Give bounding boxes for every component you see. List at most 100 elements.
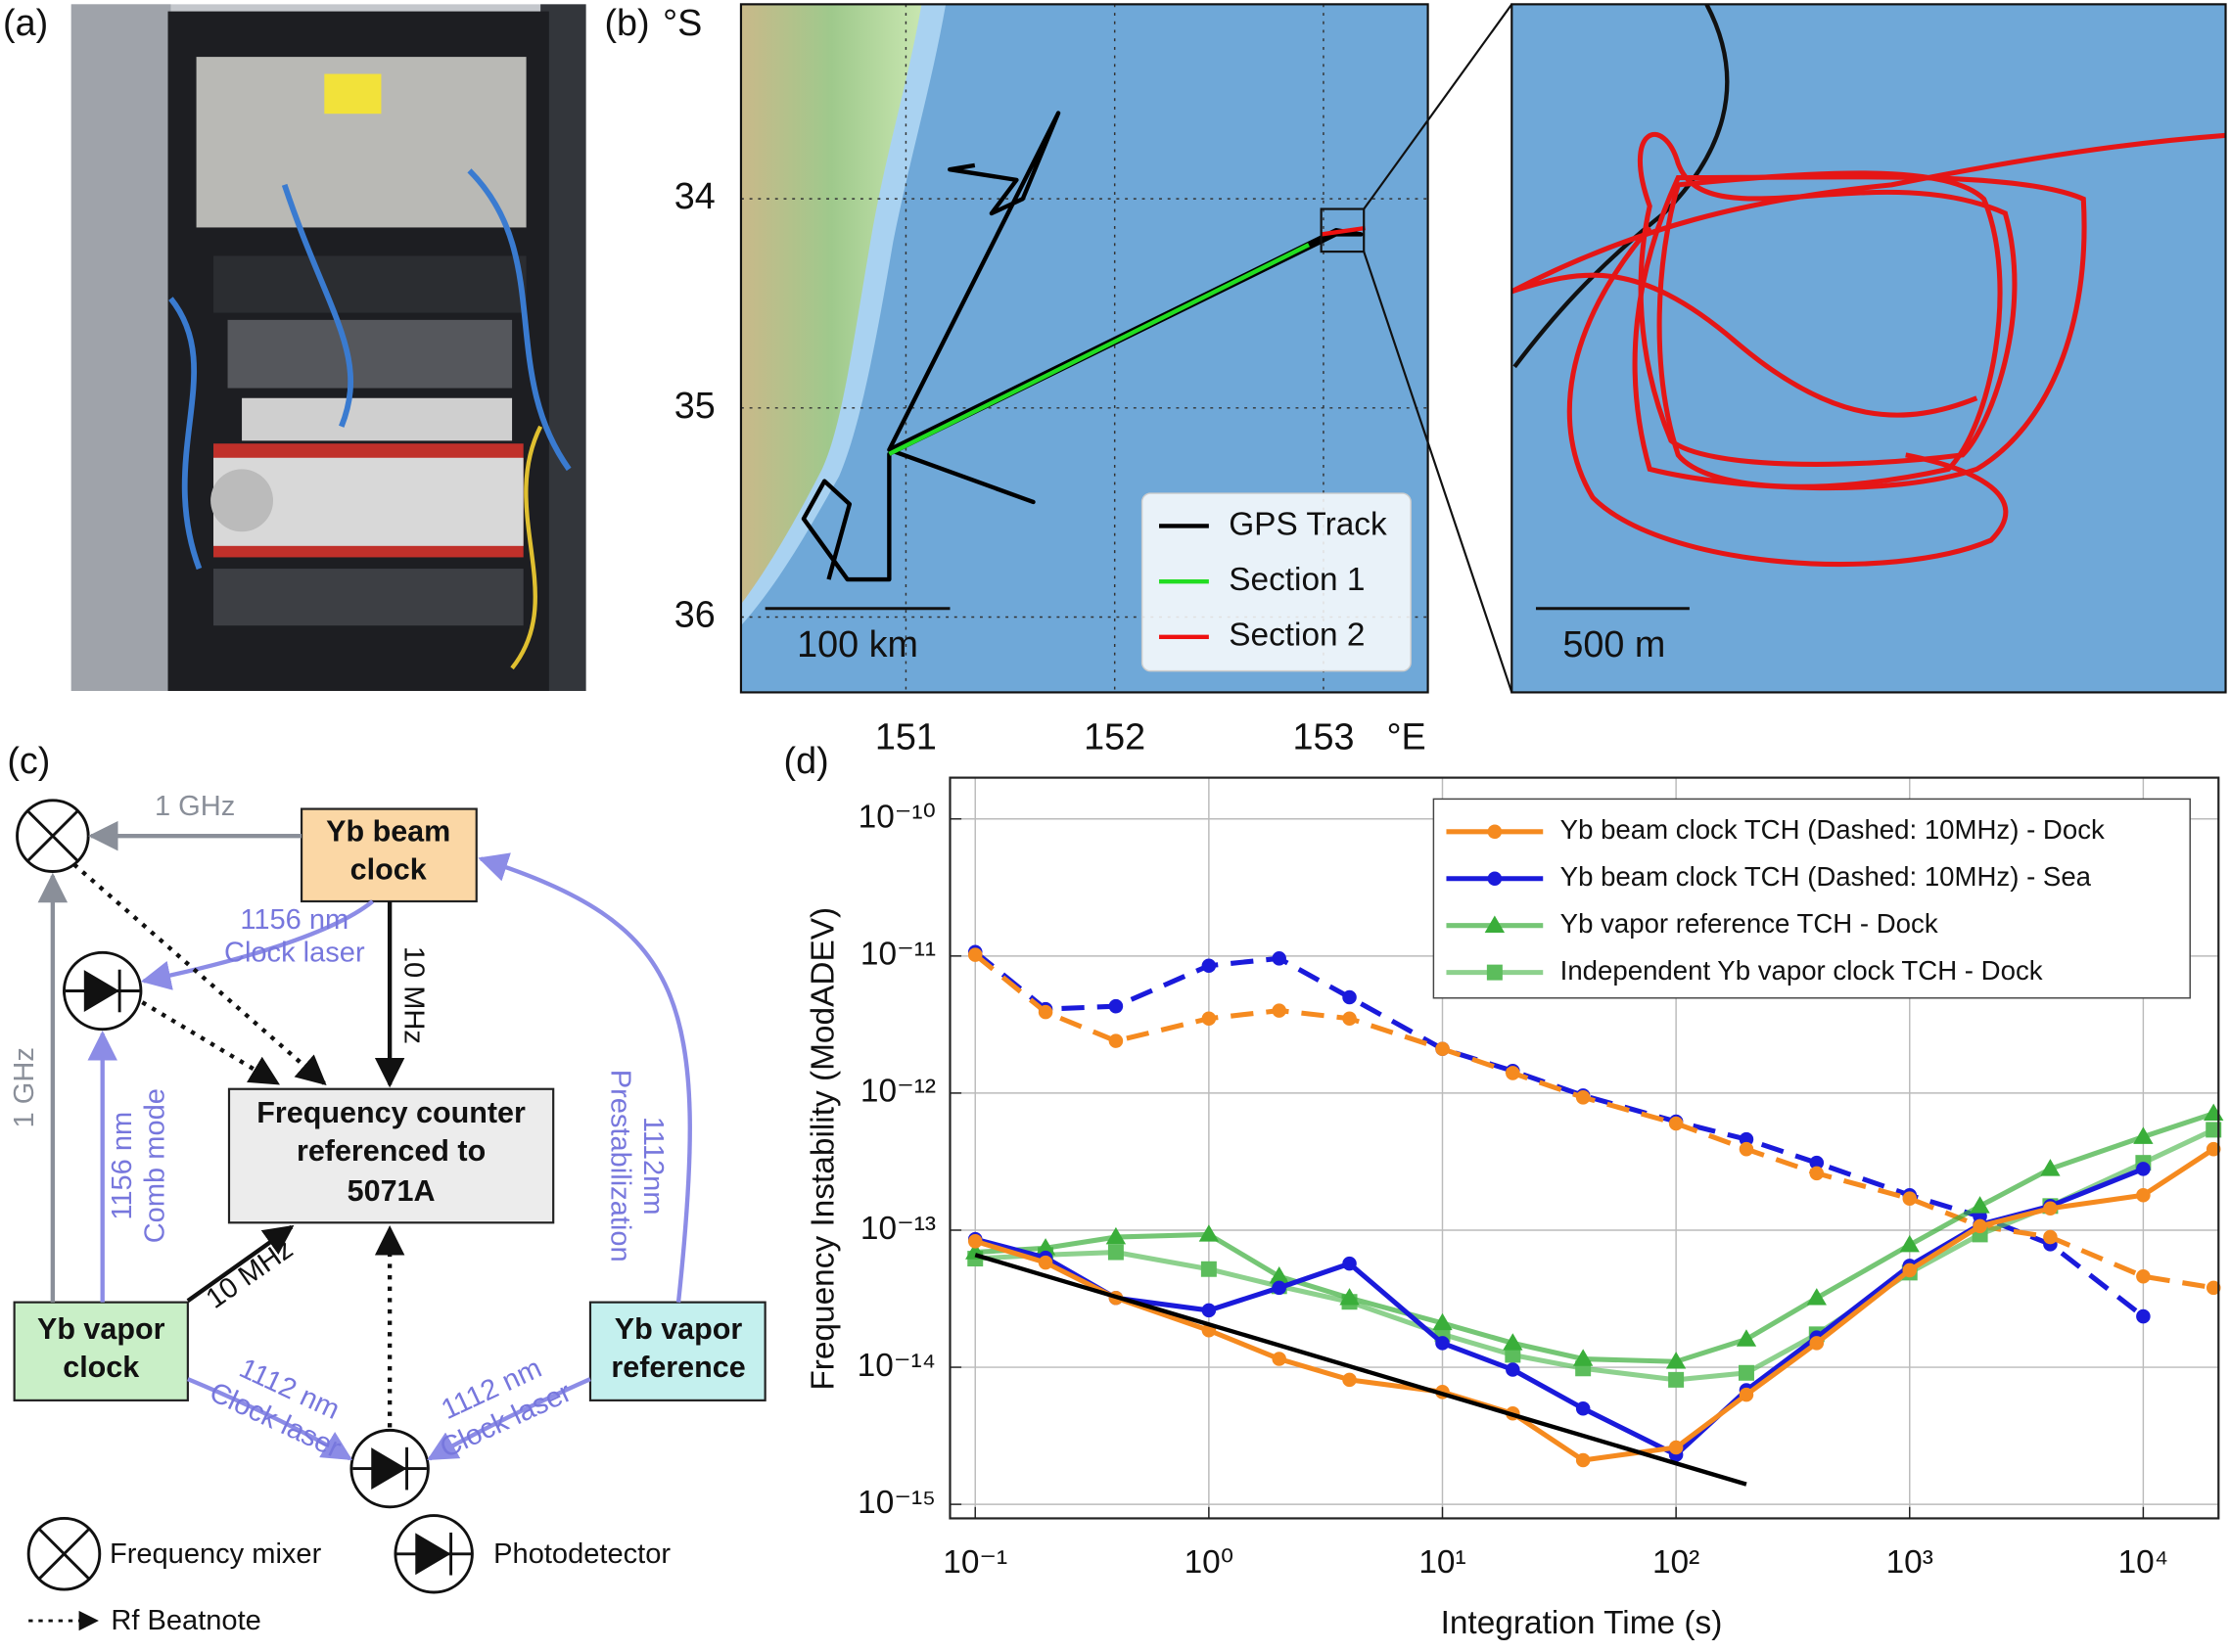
x-tick-label: 10⁴ xyxy=(2118,1544,2169,1581)
x-tick-label: 10¹ xyxy=(1418,1544,1465,1581)
marker xyxy=(2040,1159,2061,1176)
edge-label: 1112nm xyxy=(637,1117,669,1216)
marker xyxy=(1668,1116,1684,1131)
legend-box xyxy=(1140,492,1412,672)
node-label: 5071A xyxy=(348,1174,436,1208)
edge-label: 1 GHz xyxy=(9,1047,40,1127)
y-tick-label: 35 xyxy=(674,386,716,427)
marker xyxy=(2136,1308,2151,1324)
marker xyxy=(1435,1041,1450,1057)
y-tick-label: 10⁻¹⁰ xyxy=(859,800,936,836)
x-tick-label: 152 xyxy=(1084,716,1145,757)
map-frame xyxy=(739,3,1429,694)
marker xyxy=(1665,1352,1687,1369)
lat-unit: °S xyxy=(663,3,702,44)
marker xyxy=(1970,1196,1990,1214)
marker xyxy=(1899,1234,1920,1253)
edge-label: 1156 nm xyxy=(107,1112,138,1220)
edge-label: 1 GHz xyxy=(155,791,235,822)
inset-box xyxy=(1320,207,1366,253)
y-tick-label: 34 xyxy=(674,176,716,217)
legend-label: Yb beam clock TCH (Dashed: 10MHz) - Sea xyxy=(1560,861,2092,892)
x-tick-label: 10³ xyxy=(1886,1544,1933,1581)
marker xyxy=(1198,1224,1220,1242)
marker xyxy=(1736,1329,1757,1347)
x-tick-label: 153 xyxy=(1292,716,1354,757)
marker xyxy=(1572,1349,1594,1366)
marker xyxy=(1902,1191,1918,1206)
marker xyxy=(1339,1288,1360,1306)
marker xyxy=(967,947,983,962)
marker xyxy=(1200,1261,1217,1277)
legend-label: Yb vapor reference TCH - Dock xyxy=(1560,908,1938,939)
marker xyxy=(1902,1262,1918,1278)
marker xyxy=(1342,1256,1357,1271)
marker xyxy=(1486,964,1503,981)
legend-label: Photodetector xyxy=(493,1538,671,1570)
node xyxy=(300,807,478,903)
marker xyxy=(1575,1400,1591,1416)
marker xyxy=(2043,1201,2058,1216)
legend-label: Yb beam clock TCH (Dashed: 10MHz) - Dock xyxy=(1560,814,2105,845)
node-label: clock xyxy=(63,1351,139,1384)
marker xyxy=(1201,1011,1217,1026)
lon-unit: °E xyxy=(1386,716,1425,757)
marker xyxy=(2136,1162,2151,1176)
marker xyxy=(1809,1155,1825,1170)
marker xyxy=(1668,1371,1685,1388)
legend-label: GPS Track xyxy=(1229,506,1387,542)
marker xyxy=(1973,1218,1987,1234)
marker xyxy=(1107,1244,1124,1261)
series-line xyxy=(974,1166,2145,1457)
track xyxy=(888,243,1310,456)
series-line xyxy=(973,949,2145,1319)
node-label: Yb vapor xyxy=(37,1312,165,1346)
y-tick-label: 36 xyxy=(674,594,716,635)
marker xyxy=(1272,951,1286,966)
marker xyxy=(1738,1364,1754,1381)
marker xyxy=(967,1234,983,1249)
edge-label: 10 MHz xyxy=(398,946,430,1044)
marker xyxy=(1668,1440,1684,1455)
legend-label: Rf Beatnote xyxy=(111,1605,260,1636)
marker xyxy=(1272,1280,1286,1296)
inset-connector xyxy=(1363,251,1513,693)
edge-label: 1156 nm xyxy=(240,904,348,936)
marker xyxy=(1506,1066,1520,1080)
marker xyxy=(1108,1033,1124,1048)
scale-bar-label: 100 km xyxy=(797,624,918,665)
x-tick-label: 10² xyxy=(1652,1544,1699,1581)
marker xyxy=(1432,1312,1453,1331)
x-tick-label: 151 xyxy=(875,716,937,757)
marker xyxy=(1435,1336,1450,1351)
y-tick-label: 10⁻¹⁵ xyxy=(858,1485,936,1521)
legend-label: Independent Yb vapor clock TCH - Dock xyxy=(1560,955,2043,986)
marker xyxy=(1035,1238,1056,1256)
x-tick-label: 10⁰ xyxy=(1185,1544,1234,1581)
marker xyxy=(1484,915,1506,933)
marker xyxy=(1739,1141,1754,1157)
marker xyxy=(1575,1090,1591,1105)
node-label: Frequency counter xyxy=(256,1096,526,1129)
photo xyxy=(70,4,586,691)
legend-label: Section 1 xyxy=(1229,562,1365,598)
node xyxy=(13,1301,189,1401)
legend-label: Frequency mixer xyxy=(110,1538,322,1570)
panel-label: (c) xyxy=(7,741,50,782)
marker xyxy=(1503,1333,1523,1351)
marker xyxy=(1201,1303,1217,1318)
marker xyxy=(1809,1336,1825,1351)
marker xyxy=(1739,1387,1754,1402)
marker xyxy=(2133,1126,2154,1144)
legend-box xyxy=(1432,798,2191,999)
chart-legend: Yb beam clock TCH (Dashed: 10MHz) - Dock… xyxy=(1432,798,2191,999)
edge-label: Prestabilization xyxy=(604,1070,635,1262)
inset-connector xyxy=(1363,3,1513,210)
marker xyxy=(1272,1003,1286,1018)
panel-label: (a) xyxy=(3,3,48,44)
marker xyxy=(2043,1229,2058,1245)
marker xyxy=(1342,1011,1357,1026)
inset-frame xyxy=(1510,3,2227,694)
marker xyxy=(2136,1268,2151,1284)
marker xyxy=(2136,1187,2151,1203)
